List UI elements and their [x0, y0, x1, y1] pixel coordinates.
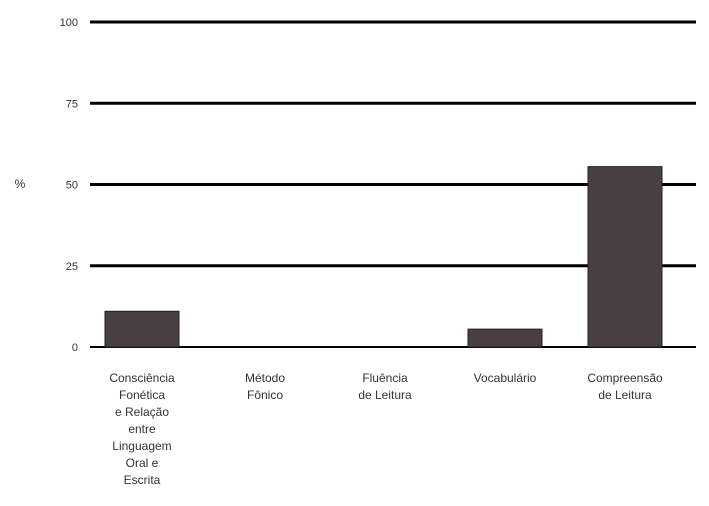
- category-label-line: Escrita: [124, 473, 161, 487]
- category-label-1: Método Fônico: [245, 371, 285, 402]
- category-label-2: Fluência de Leitura: [358, 371, 412, 402]
- category-label-line: de Leitura: [598, 388, 652, 402]
- y-tick-label: 50: [66, 180, 78, 192]
- bar-0: [104, 310, 180, 348]
- y-axis-label: %: [15, 177, 26, 191]
- category-label-line: Oral e: [126, 456, 159, 470]
- category-label-line: Vocabulário: [474, 371, 537, 385]
- category-label-line: e Relação: [115, 405, 169, 419]
- bar-4: [587, 166, 663, 348]
- category-label-line: entre: [128, 422, 156, 436]
- y-tick-label: 100: [60, 17, 78, 29]
- category-label-line: Método: [245, 371, 285, 385]
- y-tick-label: 0: [72, 342, 78, 354]
- category-label-line: de Leitura: [358, 388, 412, 402]
- y-tick-label: 75: [66, 98, 78, 110]
- y-tick-labels: 0 25 50 75 100: [60, 17, 78, 354]
- category-label-3: Vocabulário: [474, 371, 537, 385]
- category-label-line: Fônico: [247, 388, 283, 402]
- bars: [104, 166, 663, 348]
- category-label-0: Consciência Fonética e Relação entre Linguag…: [109, 371, 175, 487]
- category-labels: Consciência Fonética e Relação entre Linguag…: [109, 371, 663, 487]
- y-tick-label: 25: [66, 261, 78, 273]
- category-label-line: Compreensão: [587, 371, 663, 385]
- category-label-line: Linguagem: [112, 439, 171, 453]
- category-label-4: Compreensão de Leitura: [587, 371, 663, 402]
- category-label-line: Fluência: [362, 371, 408, 385]
- category-label-line: Consciência: [109, 371, 175, 385]
- bar-3: [467, 328, 543, 348]
- category-label-line: Fonética: [119, 388, 165, 402]
